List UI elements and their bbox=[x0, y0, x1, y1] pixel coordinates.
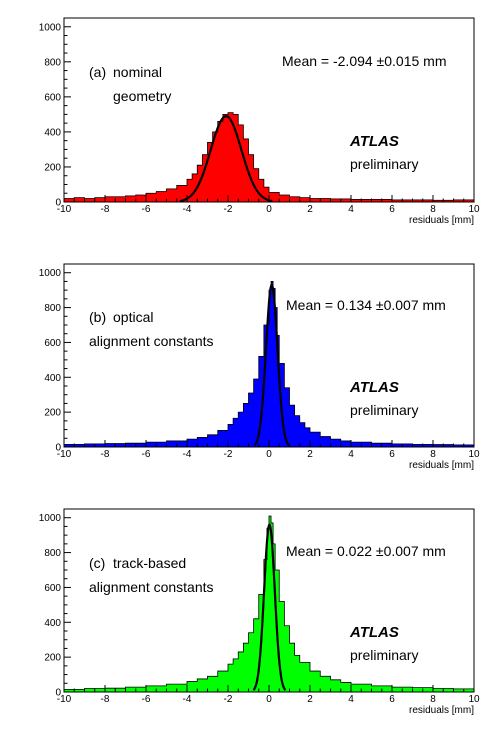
x-tick-label: 4 bbox=[348, 204, 354, 215]
y-tick-label: 200 bbox=[44, 162, 61, 173]
x-tick-label: 6 bbox=[389, 449, 395, 460]
histogram-fill bbox=[63, 515, 475, 693]
x-tick-label: -8 bbox=[101, 694, 110, 705]
x-tick-label: -4 bbox=[183, 694, 192, 705]
y-tick-label: 600 bbox=[44, 338, 61, 349]
y-tick-label: 1000 bbox=[39, 513, 62, 524]
x-tick-label: 4 bbox=[348, 449, 354, 460]
panel-label: (b) bbox=[89, 309, 106, 325]
y-tick-label: 0 bbox=[55, 688, 61, 699]
x-axis-title: residuals [mm] bbox=[409, 705, 474, 716]
preliminary-label: preliminary bbox=[350, 647, 418, 663]
panel-caption-line-2: geometry bbox=[113, 88, 171, 104]
histogram-fill bbox=[63, 112, 475, 203]
x-tick-label: 0 bbox=[266, 449, 272, 460]
mean-annotation: Mean = 0.022 ±0.007 mm bbox=[286, 543, 446, 559]
x-tick-label: -10 bbox=[57, 204, 72, 215]
y-tick-label: 200 bbox=[44, 653, 61, 664]
x-tick-label: 8 bbox=[430, 694, 436, 705]
atlas-label: ATLAS bbox=[349, 379, 399, 396]
y-tick-label: 800 bbox=[44, 57, 61, 68]
preliminary-label: preliminary bbox=[350, 402, 418, 418]
histogram-panel-3: -10 -8 -6 -4 -2 0 2 4 6 8 10 0 200 400 600 800 1000 resid… bbox=[39, 508, 480, 716]
x-tick-label: 2 bbox=[307, 449, 313, 460]
x-axis-title: residuals [mm] bbox=[409, 215, 474, 226]
gaussian-fit-curve bbox=[253, 283, 290, 446]
x-axis-title: residuals [mm] bbox=[409, 460, 474, 471]
panel-label: (a) bbox=[89, 64, 106, 80]
mean-annotation: Mean = 0.134 ±0.007 mm bbox=[286, 297, 446, 313]
panel-caption-line-1: optical bbox=[113, 309, 153, 325]
atlas-label: ATLAS bbox=[349, 133, 399, 150]
mean-annotation: Mean = -2.094 ±0.015 mm bbox=[282, 53, 447, 69]
preliminary-label: preliminary bbox=[350, 156, 418, 172]
x-tick-label: -4 bbox=[183, 204, 192, 215]
panel-caption-line-2: alignment constants bbox=[89, 579, 214, 595]
x-tick-label: 6 bbox=[389, 694, 395, 705]
histogram-panel-1: -10 -8 -6 -4 -2 0 2 4 6 8 10 0 200 400 600 800 1000 resid… bbox=[39, 17, 480, 226]
x-tick-label: -8 bbox=[101, 449, 110, 460]
y-tick-label: 1000 bbox=[39, 22, 62, 33]
x-tick-label: 8 bbox=[430, 204, 436, 215]
x-tick-label: -2 bbox=[224, 694, 233, 705]
y-tick-label: 1000 bbox=[39, 268, 62, 279]
gaussian-fit-curve bbox=[252, 523, 287, 691]
panel-caption-line-1: track-based bbox=[113, 555, 186, 571]
x-tick-label: -6 bbox=[142, 204, 151, 215]
x-tick-label: 0 bbox=[266, 204, 272, 215]
x-tick-label: 8 bbox=[430, 449, 436, 460]
x-tick-label: -10 bbox=[57, 449, 72, 460]
y-tick-label: 600 bbox=[44, 583, 61, 594]
y-tick-label: 400 bbox=[44, 618, 61, 629]
x-tick-label: -6 bbox=[142, 449, 151, 460]
panel-caption-line-1: nominal bbox=[113, 64, 162, 80]
x-tick-label: -8 bbox=[101, 204, 110, 215]
x-tick-label: 2 bbox=[307, 204, 313, 215]
y-tick-label: 200 bbox=[44, 408, 61, 419]
panel-label: (c) bbox=[89, 555, 105, 571]
y-tick-label: 400 bbox=[44, 373, 61, 384]
y-tick-label: 800 bbox=[44, 303, 61, 314]
y-tick-label: 800 bbox=[44, 548, 61, 559]
x-tick-label: 2 bbox=[307, 694, 313, 705]
atlas-label: ATLAS bbox=[349, 624, 399, 641]
histogram-panel-2: -10 -8 -6 -4 -2 0 2 4 6 8 10 0 200 400 600 800 1000 resid… bbox=[39, 263, 480, 471]
x-tick-label: 10 bbox=[468, 694, 480, 705]
x-tick-label: -10 bbox=[57, 694, 72, 705]
x-tick-label: -2 bbox=[224, 449, 233, 460]
y-tick-label: 600 bbox=[44, 92, 61, 103]
panel-caption-line-2: alignment constants bbox=[89, 333, 214, 349]
y-tick-label: 400 bbox=[44, 127, 61, 138]
y-tick-label: 0 bbox=[55, 198, 61, 209]
x-tick-label: -2 bbox=[224, 204, 233, 215]
x-tick-label: 0 bbox=[266, 694, 272, 705]
y-tick-label: 0 bbox=[55, 443, 61, 454]
x-tick-label: 4 bbox=[348, 694, 354, 705]
x-tick-label: -6 bbox=[142, 694, 151, 705]
x-tick-label: 6 bbox=[389, 204, 395, 215]
x-tick-label: 10 bbox=[468, 204, 480, 215]
x-tick-label: 10 bbox=[468, 449, 480, 460]
x-tick-label: -4 bbox=[183, 449, 192, 460]
gaussian-fit-curve bbox=[179, 115, 273, 203]
